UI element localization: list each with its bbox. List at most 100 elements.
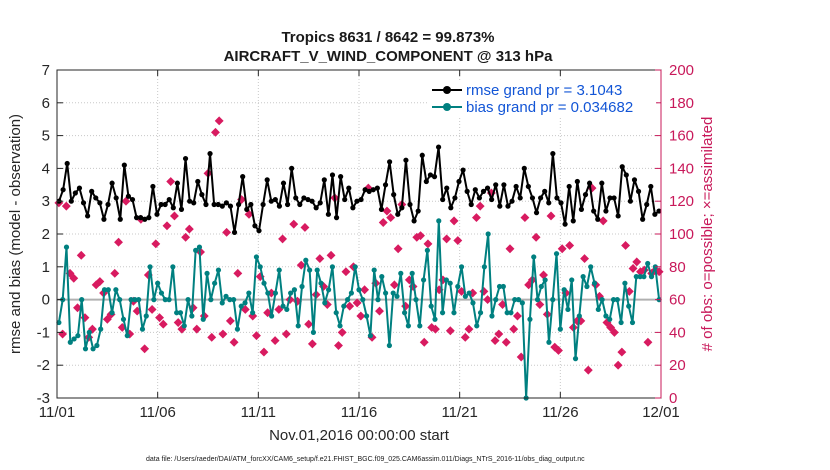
bias-point: [303, 257, 309, 263]
legend: rmse grand pr = 3.1043 bias grand pr = 0…: [428, 80, 656, 118]
bias-point: [379, 274, 385, 280]
y-tick-right-label: 100: [669, 226, 694, 243]
bias-point: [318, 280, 324, 286]
bias-point: [390, 290, 396, 296]
bias-point: [345, 297, 351, 303]
y-tick-label: -2: [37, 357, 50, 374]
rmse-point: [382, 182, 389, 188]
bias-point: [333, 310, 339, 316]
rmse-point: [329, 172, 336, 178]
y-axis-right: 0 20 40 60 80 100 120 140 160 180 200: [655, 62, 694, 407]
obs-count-marker: [169, 211, 179, 221]
bias-point: [474, 323, 480, 329]
rmse-point: [440, 196, 446, 203]
bias-point: [120, 316, 127, 322]
rmse-point: [529, 195, 536, 201]
bias-point: [565, 306, 571, 313]
bias-point: [451, 310, 457, 316]
obs-count-marker: [211, 127, 220, 137]
rmse-point: [76, 185, 83, 191]
bias-point: [504, 310, 510, 316]
rmse-point: [215, 201, 221, 208]
rmse-point: [162, 201, 168, 208]
bias-point: [466, 290, 472, 296]
obs-count-marker: [110, 268, 120, 278]
bias-point: [299, 283, 305, 290]
obs-count-marker: [218, 329, 228, 339]
rmse-point: [603, 208, 609, 214]
rmse-point: [513, 183, 519, 190]
bias-point: [633, 274, 639, 280]
bias-point: [420, 277, 427, 283]
rmse-point: [407, 201, 413, 208]
rmse-point: [484, 185, 491, 191]
bias-point: [572, 356, 579, 362]
bias-point: [477, 310, 484, 316]
rmse-point: [611, 195, 617, 201]
rmse-point: [607, 195, 613, 201]
y-tick-label: -3: [37, 390, 50, 407]
obs-count-marker: [289, 219, 299, 229]
bias-point: [512, 297, 518, 303]
bias-point: [231, 297, 237, 303]
rmse-point: [582, 192, 589, 198]
legend-rmse-marker: [443, 86, 451, 94]
obs-count-marker: [609, 327, 619, 337]
bias-point: [424, 247, 430, 253]
obs-count-marker: [613, 360, 623, 370]
bias-point: [200, 316, 206, 322]
bias-point: [356, 287, 362, 293]
bias-point: [56, 319, 62, 326]
obs-count-marker: [296, 260, 306, 270]
rmse-point: [280, 180, 287, 186]
obs-count-marker: [531, 232, 541, 242]
obs-count-marker: [69, 273, 79, 283]
obs-count-marker: [345, 301, 355, 311]
rmse-point: [260, 201, 266, 208]
rmse-point: [456, 178, 462, 185]
rmse-point: [599, 180, 605, 186]
bias-point: [337, 323, 343, 329]
obs-count-marker: [281, 329, 291, 339]
bias-point: [238, 303, 244, 309]
rmse-point: [170, 205, 176, 211]
obs-count-marker: [147, 304, 157, 314]
bias-point: [614, 297, 620, 303]
bias-point: [591, 280, 598, 286]
rmse-point: [648, 183, 654, 190]
bias-point: [603, 313, 609, 319]
x-tick-label: 11/06: [139, 404, 175, 421]
bias-point: [193, 247, 199, 253]
rmse-point: [346, 185, 352, 191]
obs-count-marker: [628, 263, 638, 273]
rmse-point: [448, 205, 454, 211]
rmse-point: [354, 198, 360, 204]
rmse-point: [423, 178, 429, 185]
rmse-point: [525, 183, 531, 190]
rmse-point: [129, 196, 136, 203]
obs-count-marker: [222, 227, 232, 237]
bias-point: [519, 300, 525, 306]
bias-point: [485, 231, 491, 237]
rmse-point: [325, 211, 331, 217]
obs-count-marker: [300, 222, 310, 232]
data-file-note: data file: /Users/raeder/DAI/ATM_forcXX/…: [146, 456, 585, 463]
rmse-point: [566, 183, 572, 190]
rmse-point: [521, 165, 527, 171]
x-axis-label: Nov.01,2016 00:00:00 start: [269, 427, 450, 444]
rmse-point: [97, 200, 103, 206]
obs-count-marker: [382, 206, 392, 216]
obs-count-marker: [460, 332, 470, 342]
obs-count-marker: [643, 337, 653, 347]
rmse-point: [419, 152, 425, 158]
rmse-point: [444, 185, 450, 191]
rmse-point: [101, 216, 107, 222]
x-tick-label: 11/26: [542, 404, 578, 421]
rmse-point: [476, 195, 482, 201]
rmse-point: [309, 198, 315, 204]
y-tick-label: 4: [42, 160, 50, 177]
bias-point: [181, 323, 187, 329]
y-tick-right-label: 140: [669, 160, 694, 177]
rmse-point: [195, 178, 201, 185]
bias-point: [557, 326, 563, 332]
